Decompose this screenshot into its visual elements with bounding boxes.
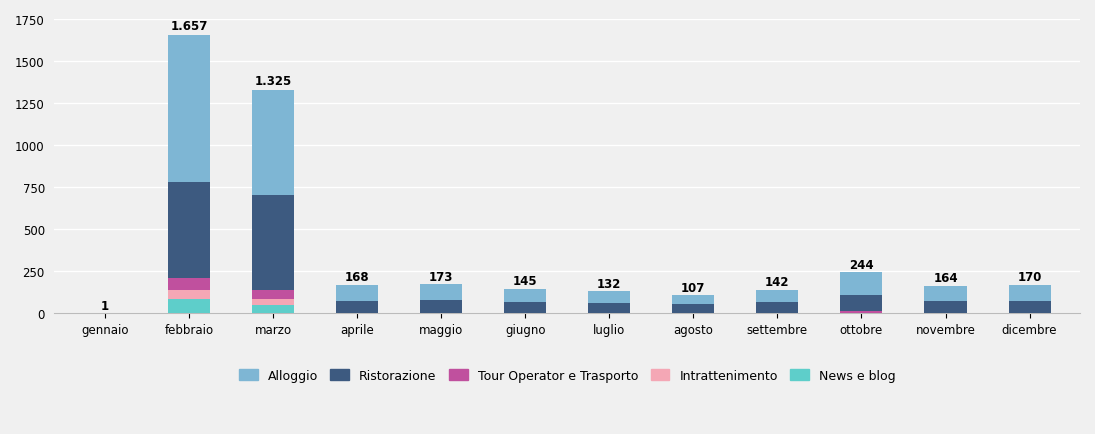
Bar [1008, 285, 1050, 301]
Bar [672, 313, 714, 314]
Bar [336, 313, 378, 314]
Text: 164: 164 [933, 272, 958, 284]
Bar [168, 36, 210, 182]
Bar [588, 292, 631, 303]
Bar [757, 313, 798, 314]
Bar [841, 273, 883, 296]
Text: 170: 170 [1017, 270, 1041, 283]
Bar [420, 285, 462, 301]
Bar [504, 303, 546, 313]
Text: 244: 244 [849, 258, 874, 271]
Bar [168, 278, 210, 290]
Bar [252, 290, 295, 299]
Bar [757, 290, 798, 302]
Text: 145: 145 [512, 275, 538, 288]
Bar [168, 182, 210, 278]
Bar [1008, 301, 1050, 313]
Text: 1: 1 [101, 299, 110, 312]
Bar [420, 313, 462, 314]
Bar [252, 91, 295, 195]
Bar [841, 312, 883, 314]
Text: 168: 168 [345, 271, 369, 284]
Bar [841, 296, 883, 312]
Bar [924, 286, 967, 301]
Bar [504, 313, 546, 314]
Bar [924, 301, 967, 313]
Text: 132: 132 [597, 277, 622, 290]
Text: 107: 107 [681, 281, 705, 294]
Bar [420, 301, 462, 313]
Bar [672, 296, 714, 304]
Bar [1008, 313, 1050, 314]
Bar [168, 290, 210, 299]
Text: 142: 142 [765, 275, 789, 288]
Bar [252, 195, 295, 290]
Legend: Alloggio, Ristorazione, Tour Operator e Trasporto, Intrattenimento, News e blog: Alloggio, Ristorazione, Tour Operator e … [234, 364, 900, 387]
Bar [588, 313, 631, 314]
Text: 173: 173 [429, 270, 453, 283]
Bar [924, 313, 967, 314]
Bar [588, 303, 631, 313]
Bar [252, 299, 295, 305]
Bar [168, 299, 210, 314]
Bar [672, 304, 714, 313]
Bar [336, 286, 378, 302]
Text: 1.325: 1.325 [254, 75, 291, 88]
Bar [757, 302, 798, 313]
Bar [252, 305, 295, 314]
Bar [504, 289, 546, 303]
Text: 1.657: 1.657 [171, 20, 208, 33]
Bar [336, 302, 378, 313]
